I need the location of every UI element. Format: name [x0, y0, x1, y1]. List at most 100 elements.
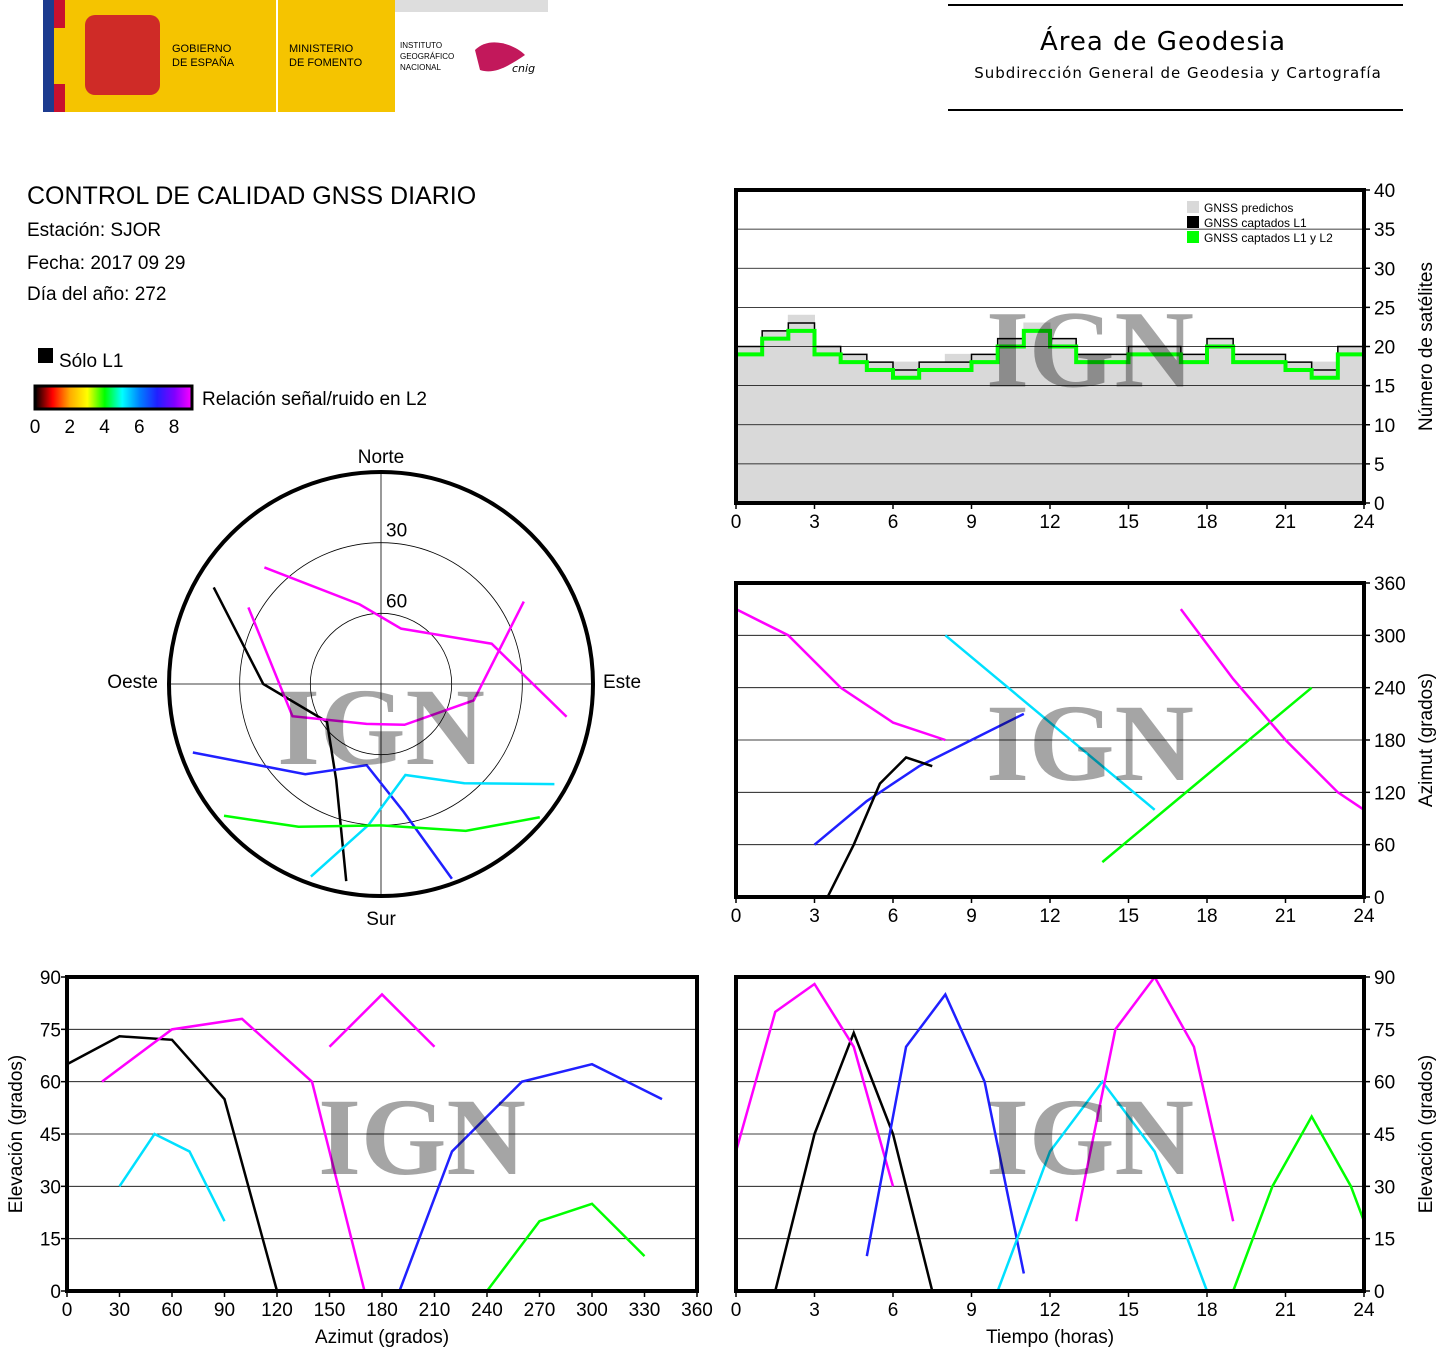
x-tick-label: 30	[109, 1300, 130, 1321]
x-tick-label: 15	[1118, 906, 1139, 927]
y-axis-label: Elevación (grados)	[1416, 1055, 1437, 1213]
satellite-track	[192, 751, 453, 880]
date: Fecha: 2017 09 29	[27, 253, 185, 274]
snr-tick-label: 6	[134, 417, 145, 438]
satellite-track	[813, 712, 1025, 846]
y-tick-label: 90	[40, 968, 61, 989]
x-tick-label: 15	[1118, 512, 1139, 533]
x-tick-label: 330	[629, 1300, 661, 1321]
snr-tick-label: 4	[99, 417, 110, 438]
watermark: IGN	[986, 682, 1194, 804]
legend-swatch	[1187, 216, 1199, 228]
ring-label: 60	[386, 591, 407, 612]
sky-border	[167, 470, 595, 898]
satellite-track	[101, 1017, 366, 1292]
y-tick-label: 20	[1374, 338, 1395, 359]
x-tick-label: 210	[419, 1300, 451, 1321]
x-tick-label: 240	[471, 1300, 503, 1321]
coat-of-arms	[85, 15, 160, 95]
y-tick-label: 0	[1374, 494, 1385, 515]
x-tick-label: 360	[681, 1300, 713, 1321]
legend-label: GNSS captados L1 y L2	[1204, 231, 1333, 245]
x-tick-label: 6	[888, 512, 899, 533]
gov-line: GOBIERNO	[172, 43, 232, 55]
y-tick-label: 60	[40, 1073, 61, 1094]
y-tick-label: 60	[1374, 836, 1395, 857]
y-tick-label: 240	[1374, 679, 1406, 700]
watermark: IGN	[277, 666, 485, 788]
ministry-line: MINISTERIO	[289, 43, 354, 55]
x-tick-label: 0	[731, 906, 742, 927]
eu-strip	[43, 0, 54, 112]
x-tick-label: 6	[888, 1300, 899, 1321]
x-tick-label: 24	[1353, 512, 1375, 533]
y-tick-label: 5	[1374, 455, 1385, 476]
x-tick-label: 15	[1118, 1300, 1139, 1321]
area-title: Área de Geodesia	[1040, 25, 1286, 57]
institute-line: GEOGRÁFICO	[400, 52, 454, 61]
legend-label: GNSS predichos	[1204, 201, 1293, 215]
x-tick-label: 90	[214, 1300, 235, 1321]
x-tick-label: 24	[1353, 906, 1375, 927]
x-tick-label: 270	[524, 1300, 556, 1321]
satellite-track	[247, 600, 525, 727]
y-tick-label: 360	[1374, 574, 1406, 595]
direction-label: Este	[603, 672, 641, 693]
count-line	[736, 328, 1366, 380]
y-tick-label: 75	[1374, 1020, 1395, 1041]
institute-line: NACIONAL	[400, 63, 441, 72]
satellite-track	[223, 814, 541, 833]
snr-label: Relación señal/ruido en L2	[202, 389, 427, 410]
x-tick-label: 300	[576, 1300, 608, 1321]
l1-swatch	[38, 348, 53, 363]
satellite-track	[996, 1079, 1209, 1292]
x-tick-label: 9	[966, 906, 977, 927]
y-tick-label: 40	[1374, 181, 1395, 202]
y-tick-label: 300	[1374, 626, 1406, 647]
flag-strip	[54, 28, 65, 84]
watermark: IGN	[986, 1076, 1194, 1198]
ministry-line: DE FOMENTO	[289, 57, 363, 69]
satellite-track	[774, 1029, 934, 1292]
legend-swatch	[1187, 231, 1199, 243]
direction-label: Sur	[366, 909, 396, 930]
satellite-track	[66, 1035, 279, 1292]
y-tick-label: 120	[1374, 783, 1406, 804]
direction-label: Norte	[358, 447, 404, 468]
y-axis-label: Elevación (grados)	[6, 1055, 27, 1213]
satellite-track	[212, 586, 348, 882]
x-tick-label: 12	[1039, 906, 1060, 927]
x-tick-label: 12	[1039, 512, 1060, 533]
report-title: CONTROL DE CALIDAD GNSS DIARIO	[27, 182, 476, 210]
y-tick-label: 15	[1374, 1230, 1395, 1251]
y-tick-label: 0	[50, 1282, 61, 1303]
x-tick-label: 6	[888, 906, 899, 927]
y-tick-label: 15	[1374, 377, 1395, 398]
y-tick-label: 45	[40, 1125, 61, 1146]
x-tick-label: 24	[1353, 1300, 1375, 1321]
x-tick-label: 0	[62, 1300, 73, 1321]
x-tick-label: 3	[809, 906, 820, 927]
satellite-track	[944, 634, 1156, 811]
x-tick-label: 3	[809, 1300, 820, 1321]
x-tick-label: 21	[1275, 512, 1296, 533]
satellite-track	[310, 773, 555, 878]
satellite-track	[398, 1062, 663, 1292]
x-tick-label: 18	[1196, 906, 1217, 927]
area-subtitle: Subdirección General de Geodesia y Carto…	[974, 64, 1382, 82]
x-tick-label: 18	[1196, 512, 1217, 533]
satellite-track	[735, 608, 946, 742]
satellite-track	[1231, 1114, 1366, 1292]
institute-line: INSTITUTO	[400, 41, 442, 50]
y-axis-label: Azimut (grados)	[1416, 673, 1437, 807]
x-tick-label: 180	[366, 1300, 398, 1321]
y-tick-label: 15	[40, 1230, 61, 1251]
x-tick-label: 9	[966, 1300, 977, 1321]
y-tick-label: 0	[1374, 1282, 1385, 1303]
y-tick-label: 30	[1374, 259, 1395, 280]
y-tick-label: 45	[1374, 1125, 1395, 1146]
